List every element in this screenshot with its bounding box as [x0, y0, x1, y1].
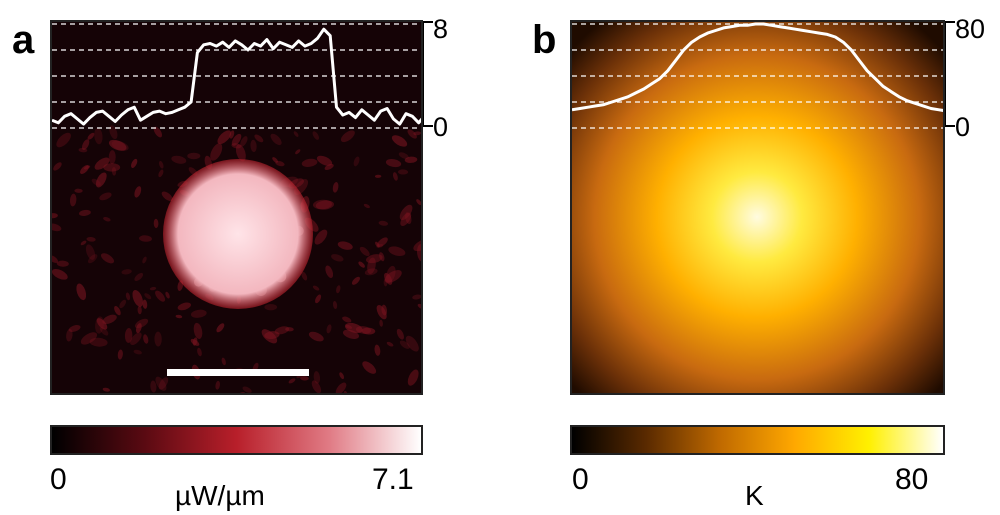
panel-a-label: a	[12, 18, 35, 62]
axis-a	[423, 21, 433, 127]
scale-bar	[167, 369, 309, 376]
profile-line	[52, 27, 421, 126]
bright-spot	[163, 159, 313, 309]
colorbar-b-unit: K	[745, 480, 764, 511]
colorbar-a-min: 0	[50, 463, 67, 496]
colorbar-a-max: 7.1	[372, 463, 414, 496]
colorbar-b	[570, 425, 945, 455]
axis-b-min-tick: 0	[955, 112, 971, 142]
axis-a-min-tick: 0	[433, 112, 449, 142]
colorbar-b-min: 0	[572, 463, 589, 496]
axis-a-max-tick: 8	[433, 14, 449, 44]
optical-power-map	[50, 20, 423, 395]
colorbar-b-max: 80	[895, 463, 929, 496]
panel-b-label: b	[532, 18, 557, 62]
profile-line	[572, 22, 943, 112]
colorbar-a	[50, 425, 423, 455]
axis-b	[945, 21, 955, 127]
temperature-map	[570, 20, 945, 395]
colorbar-a-unit: µW/µm	[175, 480, 265, 511]
power-profile-plot	[52, 23, 421, 393]
heat-spot	[572, 22, 943, 393]
axis-b-max-tick: 80	[955, 14, 986, 44]
temperature-profile-plot	[572, 22, 943, 393]
